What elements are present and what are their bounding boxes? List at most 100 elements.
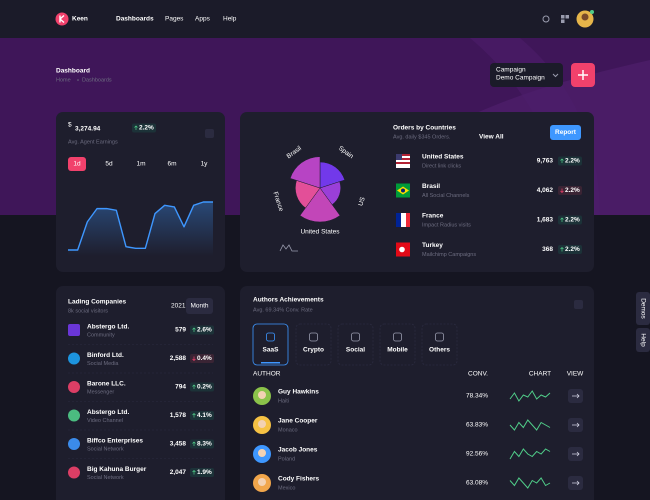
author-conv: 63.08% [466,480,488,487]
year-label: 2021 [171,303,186,310]
apps-icon[interactable] [561,15,565,19]
country-name: Turkey [422,242,443,249]
country-source: All Social Channels [422,193,470,199]
change-badge [558,215,582,225]
trend-arrow [192,413,196,418]
month-button-label[interactable]: Month [190,303,208,310]
search-icon[interactable] [542,15,550,23]
nav-link[interactable]: Help [223,16,237,23]
trend-arrow [134,125,138,130]
sparkline [509,419,551,431]
category-tab[interactable] [295,323,332,366]
change-badge [558,156,582,166]
card-title: Authors Achievements [253,297,324,304]
author-country: Haiti [278,398,289,404]
order-count: 4,062 [537,187,554,194]
period-tab[interactable]: 1d [73,161,81,168]
polar-segment [299,187,341,223]
category-tab[interactable] [337,323,374,366]
tab-label[interactable]: SaaS [263,347,280,354]
period-tab-active[interactable] [68,157,86,171]
company-name: Binford Ltd. [87,352,124,359]
polar-label: US [357,196,367,207]
nav-link[interactable]: Apps [195,16,211,23]
country-name: United States [422,154,464,161]
report-button-label[interactable]: Report [555,129,577,136]
author-avatar-face [258,478,266,486]
country-source: Direct link clicks [422,163,461,169]
period-tab[interactable]: 1m [136,161,145,168]
company-logo [68,466,80,479]
company-logo [68,352,80,365]
flag-shape [396,158,410,160]
author-avatar-face [258,449,266,457]
company-value: 794 [175,384,186,391]
report-button[interactable] [550,125,581,140]
side-tab-label[interactable]: Help [639,333,646,347]
flag-shape [396,213,401,227]
campaign-select[interactable] [490,63,563,87]
period-tab[interactable]: 1y [201,161,209,168]
side-tab-label[interactable]: Demos [639,298,646,319]
company-name: Big Kahuna Burger [87,466,147,473]
tab-label[interactable]: Social [346,347,365,354]
category-tab[interactable] [379,323,416,366]
company-category: Video Channel [87,418,123,424]
side-tab[interactable] [636,328,650,352]
order-count: 368 [542,246,553,253]
change-badge [190,325,214,335]
author-name: Jacob Jones [278,447,318,454]
polar-segment [289,156,321,189]
company-category: Messenger [87,389,114,395]
nav-link[interactable]: Dashboards [116,16,154,23]
column-header: CHART [529,371,551,378]
flag-shape [396,154,410,156]
flag-shape [401,213,406,227]
column-header: CONV. [468,371,488,378]
tab-icon [393,332,402,342]
side-tab[interactable] [636,292,650,325]
card-menu[interactable] [574,300,583,309]
flag-shape [396,154,402,160]
category-tab[interactable] [252,323,289,366]
card-menu[interactable] [205,129,214,138]
view-arrow [572,451,580,457]
company-logo [68,438,80,450]
change-value: 2.2% [139,125,154,132]
view-all-link[interactable]: View All [479,134,504,141]
company-category: Community [87,332,115,338]
category-tab[interactable] [421,323,458,366]
company-name: Barone LLC. [87,381,126,388]
change-value: 2.2% [565,187,580,194]
tab-label[interactable]: Others [429,347,450,354]
view-arrow [572,480,580,486]
apps-icon[interactable] [561,19,565,24]
order-count: 1,683 [537,217,554,224]
card-subtitle: Avg. daily $345 Orders. [393,134,451,140]
period-tab[interactable]: 6m [167,161,176,168]
campaign-value: Demo Campaign [496,75,545,82]
tab-label[interactable]: Mobile [387,347,408,354]
tab-icon [309,332,318,342]
author-avatar-face [258,391,266,399]
company-name: Abstergo Ltd. [87,409,129,416]
company-value: 2,047 [170,469,187,476]
nav-link[interactable]: Pages [165,16,184,23]
month-button[interactable] [186,298,213,314]
company-name: Biffco Enterprises [87,438,143,445]
tab-label[interactable]: Crypto [303,347,324,354]
country-source: Impact Radius visits [422,222,471,228]
trend-arrow [560,247,564,252]
flag-shape [399,246,405,253]
breadcrumb: Home [56,77,71,83]
apps-icon[interactable] [565,15,570,19]
change-value: 1.9% [197,469,212,476]
period-tab[interactable]: 5d [105,161,113,168]
companies-card [56,286,225,500]
breadcrumb-sep [77,79,79,81]
change-badge [190,468,214,477]
country-name: France [422,213,444,220]
flag-shape [401,188,405,193]
author-country: Monaco [278,427,298,433]
trend-arrow [192,327,196,332]
